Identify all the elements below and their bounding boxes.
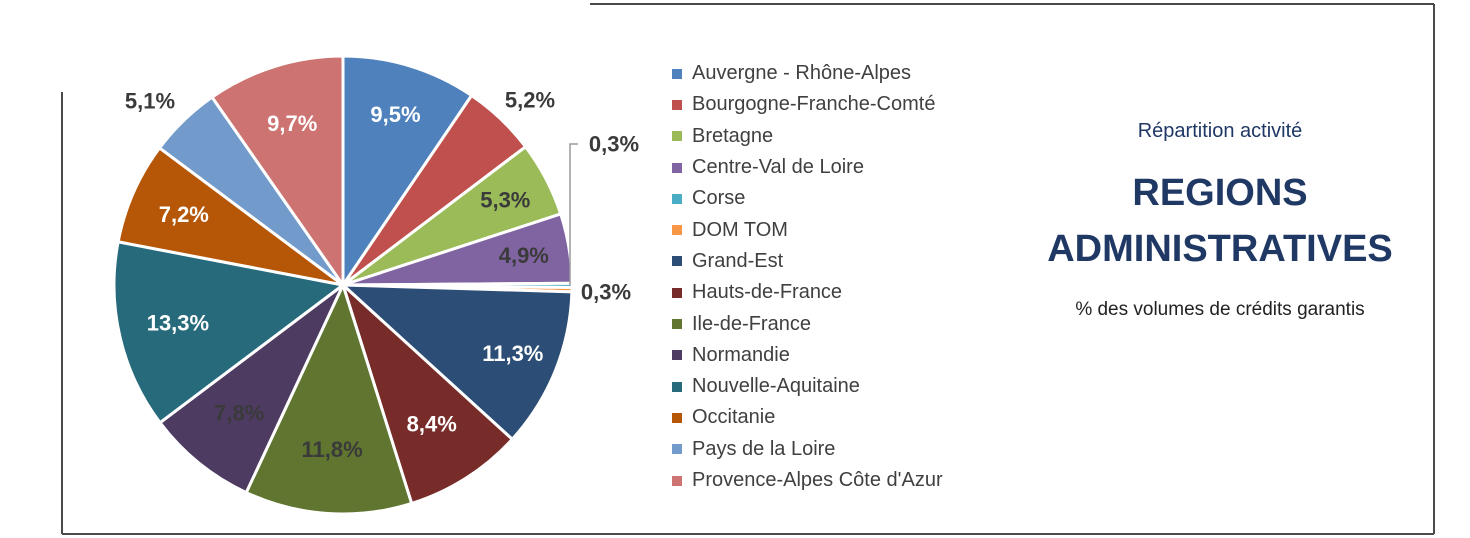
- chart-caption: % des volumes de crédits garantis: [1075, 299, 1365, 320]
- legend-swatch: [672, 444, 682, 455]
- slice-label-normandie: 7,8%: [214, 401, 264, 426]
- chart-title: REGIONS ADMINISTRATIVES: [1047, 172, 1393, 270]
- slice-label-bretagne: 5,3%: [480, 188, 530, 213]
- slice-label-ile-de-france: 11,8%: [302, 437, 363, 462]
- slice-label-dom-tom: 0,3%: [581, 280, 631, 305]
- legend-item-dom-tom: DOM TOM: [672, 214, 943, 245]
- legend-swatch: [672, 162, 682, 173]
- legend-label: Corse: [692, 187, 746, 210]
- slice-label-provence-alpes-cote-d-azur: 9,7%: [267, 111, 317, 136]
- legend-item-bourgogne-franche-comte: Bourgogne-Franche-Comté: [672, 89, 943, 120]
- legend-item-normandie: Normandie: [672, 340, 943, 371]
- slice-label-auvergne-rhone-alpes: 9,5%: [370, 102, 420, 127]
- title-block: Répartition activité REGIONS ADMINISTRAT…: [1010, 112, 1430, 321]
- legend-item-pays-de-la-loire: Pays de la Loire: [672, 434, 943, 465]
- legend-label: DOM TOM: [692, 218, 788, 241]
- legend-item-auvergne-rhone-alpes: Auvergne - Rhône-Alpes: [672, 58, 943, 89]
- legend-swatch: [672, 225, 682, 236]
- legend-label: Normandie: [692, 343, 790, 366]
- slice-label-nouvelle-aquitaine: 13,3%: [147, 311, 209, 336]
- slice-label-centre-val-de-loire: 4,9%: [499, 243, 549, 268]
- legend-label: Centre-Val de Loire: [692, 156, 864, 179]
- legend-label: Nouvelle-Aquitaine: [692, 375, 860, 398]
- pie-slice-grand-est: [341, 283, 574, 441]
- slice-label-corse: 0,3%: [589, 132, 639, 157]
- legend-swatch: [672, 319, 682, 330]
- legend-item-nouvelle-aquitaine: Nouvelle-Aquitaine: [672, 371, 943, 402]
- legend-label: Ile-de-France: [692, 312, 811, 335]
- legend: Auvergne - Rhône-Alpes Bourgogne-Franche-…: [672, 58, 943, 496]
- legend-swatch: [672, 412, 682, 423]
- pie-slice-nouvelle-aquitaine: [112, 240, 345, 425]
- legend-swatch: [672, 350, 682, 361]
- legend-label: Occitanie: [692, 406, 776, 429]
- legend-item-hauts-de-france: Hauts-de-France: [672, 277, 943, 308]
- pie-slice-provence-alpes-cote-d-azur: [210, 54, 345, 287]
- legend-swatch: [672, 287, 682, 298]
- slice-label-hauts-de-france: 8,4%: [407, 412, 457, 437]
- legend-swatch: [672, 256, 682, 267]
- legend-item-provence-alpes-cote-d-azur: Provence-Alpes Côte d'Azur: [672, 465, 943, 496]
- legend-item-grand-est: Grand-Est: [672, 246, 943, 277]
- pie-slice-ile-de-france: [244, 283, 414, 516]
- legend-label: Bretagne: [692, 124, 774, 147]
- legend-label: Pays de la Loire: [692, 437, 836, 460]
- legend-item-occitanie: Occitanie: [672, 402, 943, 433]
- legend-swatch: [672, 475, 682, 486]
- legend-label: Grand-Est: [692, 249, 784, 272]
- legend-swatch: [672, 131, 682, 142]
- legend-item-bretagne: Bretagne: [672, 121, 943, 152]
- legend-item-centre-val-de-loire: Centre-Val de Loire: [672, 152, 943, 183]
- legend-swatch: [672, 68, 682, 79]
- slice-label-pays-de-la-loire: 5,1%: [125, 89, 175, 114]
- pie-slice-hauts-de-france: [341, 283, 514, 505]
- legend-label: Hauts-de-France: [692, 281, 843, 304]
- pie-slice-auvergne-rhone-alpes: [341, 54, 474, 287]
- legend-item-ile-de-france: Ile-de-France: [672, 308, 943, 339]
- slice-label-bourgogne-franche-comte: 5,2%: [505, 88, 555, 113]
- legend-label: Provence-Alpes Côte d'Azur: [692, 469, 943, 491]
- pie-slice-normandie: [158, 283, 345, 495]
- leader-line-corse: [569, 143, 578, 286]
- slice-label-occitanie: 7,2%: [159, 202, 209, 227]
- legend-item-corse: Corse: [672, 183, 943, 214]
- legend-label: Auvergne - Rhône-Alpes: [692, 62, 912, 85]
- legend-swatch: [672, 193, 682, 204]
- chart-subtitle: Répartition activité: [1137, 120, 1303, 142]
- legend-label: Bourgogne-Franche-Comté: [692, 93, 936, 116]
- pie-slice-occitanie: [116, 146, 345, 287]
- legend-swatch: [672, 381, 682, 392]
- slice-label-grand-est: 11,3%: [482, 341, 543, 366]
- legend-swatch: [672, 99, 682, 110]
